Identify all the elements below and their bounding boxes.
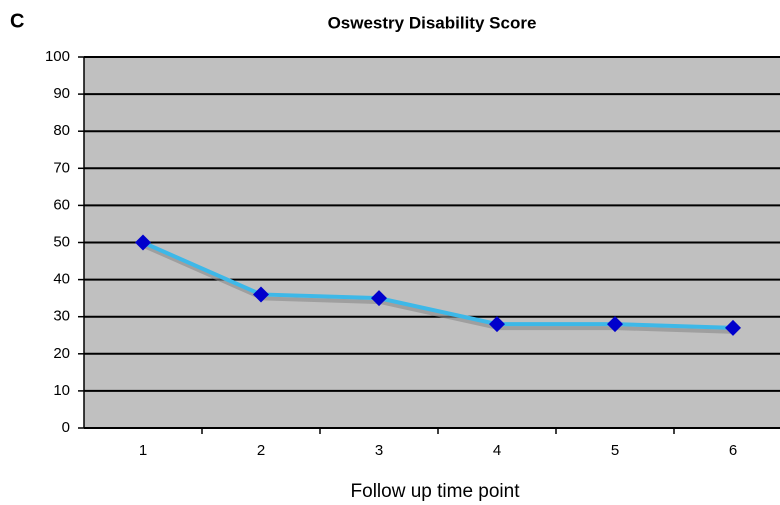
x-tick-label: 3 [375,442,383,459]
marker [371,290,387,307]
x-tick-label: 2 [257,442,265,459]
x-tick-label: 1 [139,442,147,459]
y-tick-label: 60 [53,196,70,213]
y-tick-label: 20 [53,345,70,362]
line-shadow [144,244,736,334]
y-tick-label: 90 [53,85,70,102]
y-tick-label: 50 [53,233,70,250]
x-tick-label: 6 [729,442,737,459]
y-tick-label: 100 [45,48,70,65]
chart-title: Oswestry Disability Score [328,13,537,32]
marker [607,316,623,333]
x-tick-label: 4 [493,442,501,459]
y-tick-label: 70 [53,159,70,176]
y-tick-label: 0 [62,419,70,436]
series-line [142,240,734,330]
marker [489,316,505,333]
y-tick-label: 40 [53,271,70,288]
x-axis-label: Follow up time point [351,481,521,502]
marker [253,286,269,303]
y-tick-label: 10 [53,382,70,399]
y-tick-label: 30 [53,308,70,325]
panel-label: C [10,10,24,32]
marker [725,319,741,336]
marker [135,234,151,251]
y-tick-label: 80 [53,122,70,139]
x-tick-label: 5 [611,442,619,459]
